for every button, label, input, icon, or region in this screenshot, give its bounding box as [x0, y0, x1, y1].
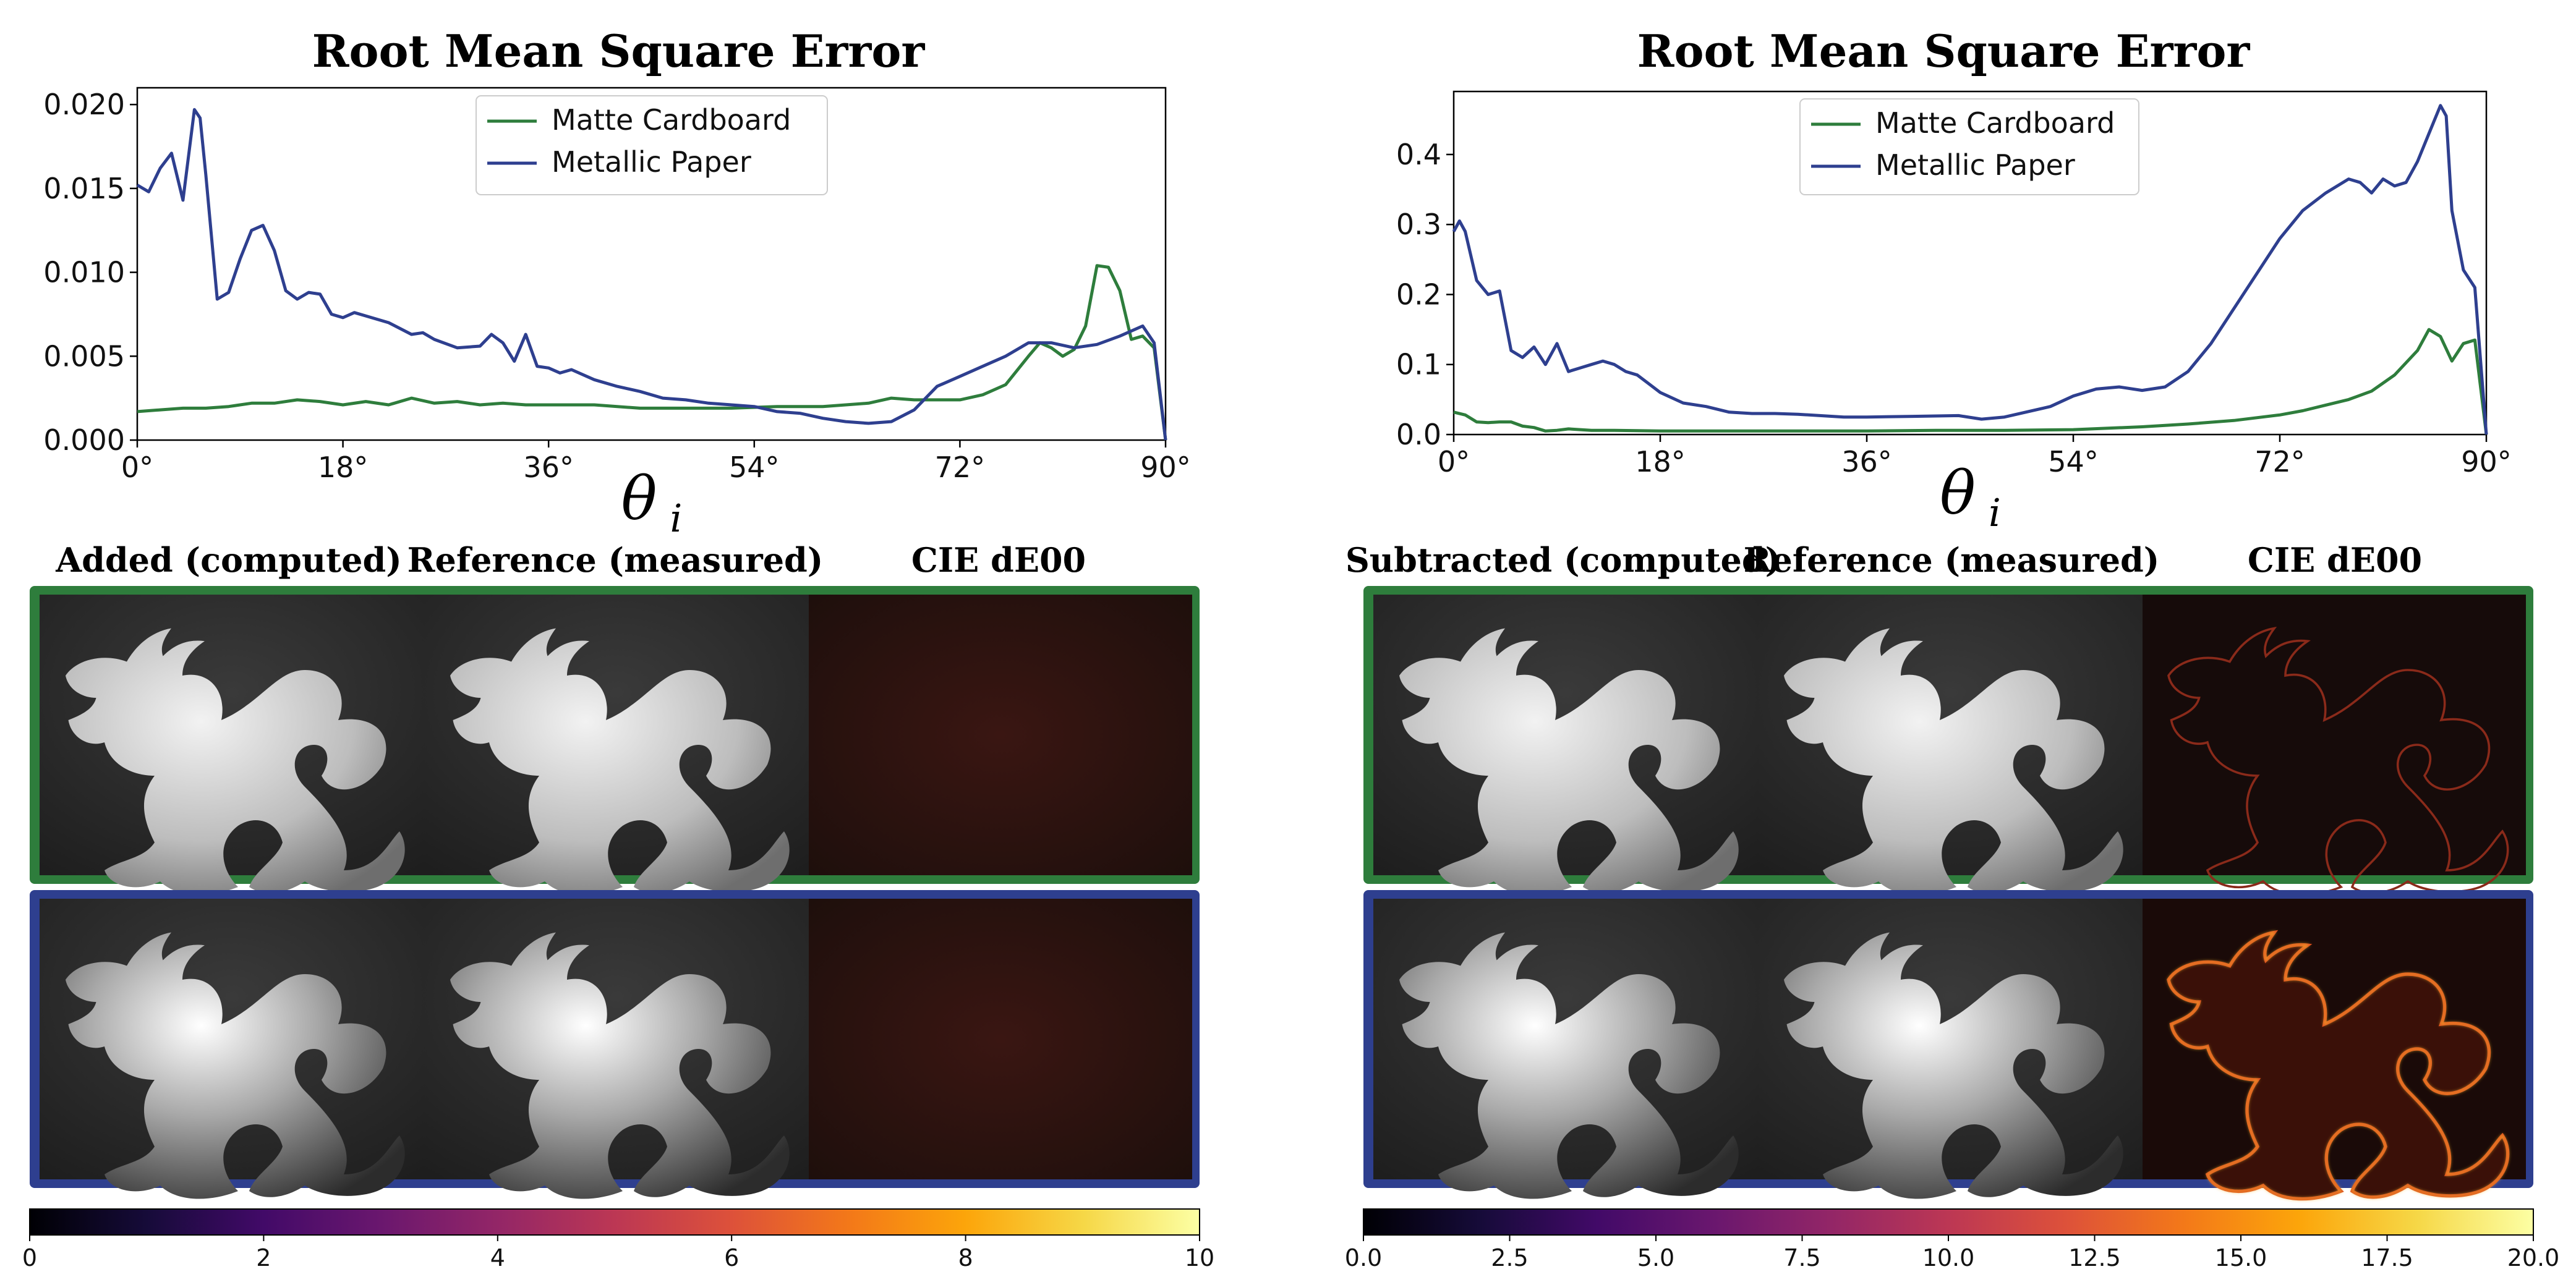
y-tick-label: 0.010	[43, 256, 125, 289]
colorbar-tick-label: 17.5	[2361, 1244, 2413, 1271]
x-tick-label: 36°	[1841, 445, 1892, 478]
x-axis-label-subscript: i	[1989, 490, 2001, 535]
colorbar-tick-label: 8	[958, 1244, 973, 1271]
colorbar-tick-label: 6	[724, 1244, 739, 1271]
header-cie-de00: CIE dE00	[911, 540, 1086, 580]
legend-label: Matte Cardboard	[552, 103, 791, 137]
colorbar	[1363, 1208, 2534, 1236]
chart-title: Root Mean Square Error	[312, 25, 926, 77]
x-tick-label: 72°	[2254, 445, 2305, 478]
series-line	[137, 264, 1167, 441]
error-map-matte	[809, 595, 1192, 875]
series-line	[136, 108, 1167, 441]
right-figure-svg: Root Mean Square Error 0.0 0.1 0.2 0.3 0.4 0°…	[1345, 25, 2560, 1271]
colorbar	[29, 1208, 1200, 1236]
plot-frame	[1452, 90, 2488, 436]
legend-label: Metallic Paper	[552, 145, 751, 179]
x-tick-label: 0°	[121, 451, 153, 484]
colorbar-tick-label: 5.0	[1637, 1244, 1674, 1271]
colorbar-tick-label: 7.5	[1783, 1244, 1820, 1271]
y-tick-label: 0.005	[43, 339, 125, 373]
x-axis-label: θ	[1940, 459, 1976, 528]
rmse-chart-right: 0.0 0.1 0.2 0.3 0.4 0° 18° 36° 54° 72° 90° θ i Matte …	[1396, 90, 2512, 535]
rmse-chart-left: 0.000 0.005 0.010 0.015 0.020 0° 18° 36° 54° 72° 9…	[43, 87, 1191, 541]
y-tick-label: 0.2	[1396, 278, 1441, 311]
plot-frame	[136, 87, 1167, 441]
x-tick-label: 90°	[2461, 445, 2512, 478]
x-tick-label: 0°	[1438, 445, 1470, 478]
x-tick-label: 54°	[729, 451, 780, 484]
header-subtracted-computed: Subtracted (computed)	[1346, 540, 1781, 580]
series-line	[1453, 328, 2488, 435]
x-tick-label: 18°	[1635, 445, 1686, 478]
colorbar-tick-label: 2.5	[1491, 1244, 1528, 1271]
colorbar-tick-label: 2	[256, 1244, 271, 1271]
colorbar-ticks: 0 2 4 6 8 10	[22, 1235, 1214, 1271]
y-tick-label: 0.3	[1396, 208, 1441, 241]
error-map-metallic	[809, 899, 1192, 1179]
y-tick-label: 0.1	[1396, 348, 1441, 381]
x-tick-label: 90°	[1140, 451, 1191, 484]
colorbar-ticks: 0.0 2.5 5.0 7.5 10.0 12.5 15.0 17.5 20.0	[1345, 1235, 2560, 1271]
legend-label: Matte Cardboard	[1875, 106, 2115, 140]
right-panel: Root Mean Square Error 0.0 0.1 0.2 0.3 0.4 0°…	[1288, 0, 2576, 1277]
y-tick-label: 0.000	[43, 423, 125, 457]
legend-box	[476, 95, 828, 195]
colorbar-tick-label: 4	[490, 1244, 505, 1271]
colorbar-tick-label: 0	[22, 1244, 37, 1271]
colorbar-tick-label: 12.5	[2068, 1244, 2121, 1271]
legend-box	[1799, 98, 2139, 195]
y-tick-label: 0.0	[1396, 418, 1441, 451]
colorbar-tick-label: 20.0	[2507, 1244, 2560, 1271]
chart-title: Root Mean Square Error	[1637, 25, 2251, 77]
error-map-matte	[2143, 595, 2526, 875]
x-tick-label: 72°	[935, 451, 986, 484]
y-tick-label: 0.020	[43, 88, 125, 121]
legend-label: Metallic Paper	[1875, 148, 2075, 182]
matte-row	[1363, 586, 2533, 896]
colorbar-tick-label: 0.0	[1345, 1244, 1382, 1271]
series-line	[1452, 104, 2488, 435]
left-figure-svg: Root Mean Square Error 0.0000.0050.0100.…	[22, 25, 1214, 1271]
x-axis-label-subscript: i	[670, 496, 683, 541]
x-axis-label: θ	[621, 464, 657, 533]
x-tick-label: 54°	[2048, 445, 2099, 478]
x-tick-label: 36°	[523, 451, 574, 484]
y-tick-label: 0.4	[1396, 138, 1441, 171]
metallic-row	[1363, 890, 2533, 1199]
header-added-computed: Added (computed)	[55, 540, 402, 580]
colorbar-tick-label: 10.0	[1922, 1244, 1975, 1271]
x-tick-label: 18°	[318, 451, 369, 484]
matte-row	[30, 586, 1200, 895]
colorbar-tick-label: 10	[1185, 1244, 1214, 1271]
header-reference-measured: Reference (measured)	[1744, 540, 2160, 580]
header-cie-de00: CIE dE00	[2248, 540, 2422, 580]
colorbar-tick-label: 15.0	[2215, 1244, 2267, 1271]
metallic-row	[30, 890, 1200, 1199]
header-reference-measured: Reference (measured)	[407, 540, 824, 580]
y-tick-label: 0.015	[43, 172, 125, 205]
left-panel: Root Mean Square Error 0.000 0.005 0.010 0.…	[22, 25, 1214, 1271]
